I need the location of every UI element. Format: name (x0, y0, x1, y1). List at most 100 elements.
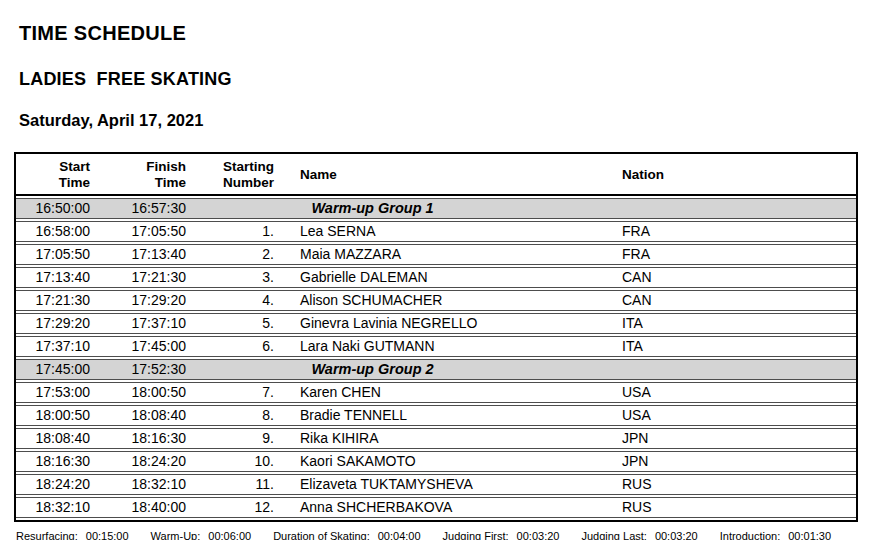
finish-time-cell: 18:40:00 (108, 497, 194, 518)
finish-time-cell: 17:45:00 (108, 336, 194, 357)
col-header-starting-number: Starting Number (194, 156, 286, 196)
finish-time-cell: 17:52:30 (108, 359, 194, 380)
start-time-cell: 18:24:20 (16, 474, 108, 495)
nation-cell: CAN (608, 267, 856, 288)
start-time-cell: 16:50:00 (16, 198, 108, 219)
skater-name-cell: Gabrielle DALEMAN (286, 267, 608, 288)
finish-time-cell: 18:08:40 (108, 405, 194, 426)
legend-value: 00:01:30 (788, 530, 831, 540)
nation-cell: RUS (608, 497, 856, 518)
skater-name-cell: Bradie TENNELL (286, 405, 608, 426)
warmup-group-label: Warm-up Group 1 (194, 198, 608, 219)
start-time-cell: 16:58:00 (16, 221, 108, 242)
col-header-name-label: Name (300, 167, 607, 183)
event-title: LADIES FREE SKATING (19, 69, 858, 90)
legend-label: Judging First: (443, 530, 509, 540)
starting-number-cell: 3. (194, 267, 286, 288)
col-header-finish-time: Finish Time (108, 156, 194, 196)
schedule-table-body: 16:50:0016:57:30Warm-up Group 116:58:001… (16, 198, 856, 518)
skater-row: 17:13:4017:21:303.Gabrielle DALEMANCAN (16, 267, 856, 288)
skater-name-cell: Karen CHEN (286, 382, 608, 403)
starting-number-cell: 1. (194, 221, 286, 242)
col-header-finish-line1: Finish (109, 159, 186, 175)
legend-item: Judging Last:00:03:20 (581, 530, 697, 540)
starting-number-cell: 12. (194, 497, 286, 518)
finish-time-cell: 18:00:50 (108, 382, 194, 403)
col-header-start-time: Start Time (16, 156, 108, 196)
finish-time-cell: 16:57:30 (108, 198, 194, 219)
legend-label: Warm-Up: (151, 530, 201, 540)
legend-label: Duration of Skating: (273, 530, 370, 540)
finish-time-cell: 17:13:40 (108, 244, 194, 265)
skater-row: 18:24:2018:32:1011.Elizaveta TUKTAMYSHEV… (16, 474, 856, 495)
start-time-cell: 17:53:00 (16, 382, 108, 403)
legend-item: Judging First: 00:03:20 (443, 530, 560, 540)
col-header-nation-label: Nation (622, 167, 855, 183)
skater-row: 18:00:5018:08:408.Bradie TENNELLUSA (16, 405, 856, 426)
skater-name-cell: Alison SCHUMACHER (286, 290, 608, 311)
start-time-cell: 17:45:00 (16, 359, 108, 380)
legend-value: 00:03:20 (517, 530, 560, 540)
nation-cell: FRA (608, 221, 856, 242)
warmup-group-label: Warm-up Group 2 (194, 359, 608, 380)
skater-name-cell: Ginevra Lavinia NEGRELLO (286, 313, 608, 334)
skater-row: 18:16:3018:24:2010.Kaori SAKAMOTOJPN (16, 451, 856, 472)
starting-number-cell: 5. (194, 313, 286, 334)
schedule-legend: Resurfacing: 00:15:00 Warm-Up: 00:06:00 Dura… (16, 530, 858, 540)
skater-row: 16:58:0017:05:501.Lea SERNAFRA (16, 221, 856, 242)
nation-cell: ITA (608, 336, 856, 357)
finish-time-cell: 17:29:20 (108, 290, 194, 311)
col-header-name: Name (286, 156, 608, 196)
skater-row: 17:53:0018:00:507.Karen CHENUSA (16, 382, 856, 403)
skater-name-cell: Kaori SAKAMOTO (286, 451, 608, 472)
starting-number-cell: 4. (194, 290, 286, 311)
start-time-cell: 18:08:40 (16, 428, 108, 449)
nation-cell: ITA (608, 313, 856, 334)
col-header-nation: Nation (608, 156, 856, 196)
col-header-start-line1: Start (17, 159, 90, 175)
start-time-cell: 17:13:40 (16, 267, 108, 288)
skater-row: 17:37:1017:45:006.Lara Naki GUTMANNITA (16, 336, 856, 357)
legend-value: 00:15:00 (86, 530, 129, 540)
nation-cell: JPN (608, 451, 856, 472)
starting-number-cell: 7. (194, 382, 286, 403)
legend-label: Resurfacing: (16, 530, 78, 540)
nation-cell: FRA (608, 244, 856, 265)
finish-time-cell: 18:16:30 (108, 428, 194, 449)
nation-cell (608, 198, 856, 219)
nation-cell: RUS (608, 474, 856, 495)
starting-number-cell: 2. (194, 244, 286, 265)
nation-cell (608, 359, 856, 380)
start-time-cell: 17:37:10 (16, 336, 108, 357)
legend-item: Duration of Skating: 00:04:00 (273, 530, 420, 540)
skater-name-cell: Rika KIHIRA (286, 428, 608, 449)
skater-row: 17:05:5017:13:402.Maia MAZZARAFRA (16, 244, 856, 265)
skater-name-cell: Elizaveta TUKTAMYSHEVA (286, 474, 608, 495)
finish-time-cell: 17:21:30 (108, 267, 194, 288)
skater-row: 18:32:1018:40:0012.Anna SHCHERBAKOVARUS (16, 497, 856, 518)
col-header-number-line1: Starting (195, 159, 274, 175)
start-time-cell: 18:32:10 (16, 497, 108, 518)
finish-time-cell: 18:24:20 (108, 451, 194, 472)
starting-number-cell: 6. (194, 336, 286, 357)
nation-cell: CAN (608, 290, 856, 311)
schedule-table-header: Start Time Finish Time Starting Number N… (16, 156, 856, 196)
start-time-cell: 17:05:50 (16, 244, 108, 265)
legend-label: Introduction: (720, 530, 781, 540)
event-date: Saturday, April 17, 2021 (19, 111, 858, 130)
col-header-finish-line2: Time (109, 175, 186, 191)
skater-name-cell: Maia MAZZARA (286, 244, 608, 265)
legend-item: Warm-Up: 00:06:00 (151, 530, 252, 540)
starting-number-cell: 10. (194, 451, 286, 472)
finish-time-cell: 17:05:50 (108, 221, 194, 242)
legend-item: Resurfacing: 00:15:00 (16, 530, 129, 540)
nation-cell: USA (608, 405, 856, 426)
col-header-start-line2: Time (17, 175, 90, 191)
legend-value: 00:04:00 (378, 530, 421, 540)
schedule-table-container: Start Time Finish Time Starting Number N… (14, 152, 858, 522)
finish-time-cell: 18:32:10 (108, 474, 194, 495)
skater-name-cell: Lea SERNA (286, 221, 608, 242)
schedule-page: TIME SCHEDULE LADIES FREE SKATING Saturd… (0, 0, 872, 540)
starting-number-cell: 9. (194, 428, 286, 449)
legend-value: 00:06:00 (208, 530, 251, 540)
